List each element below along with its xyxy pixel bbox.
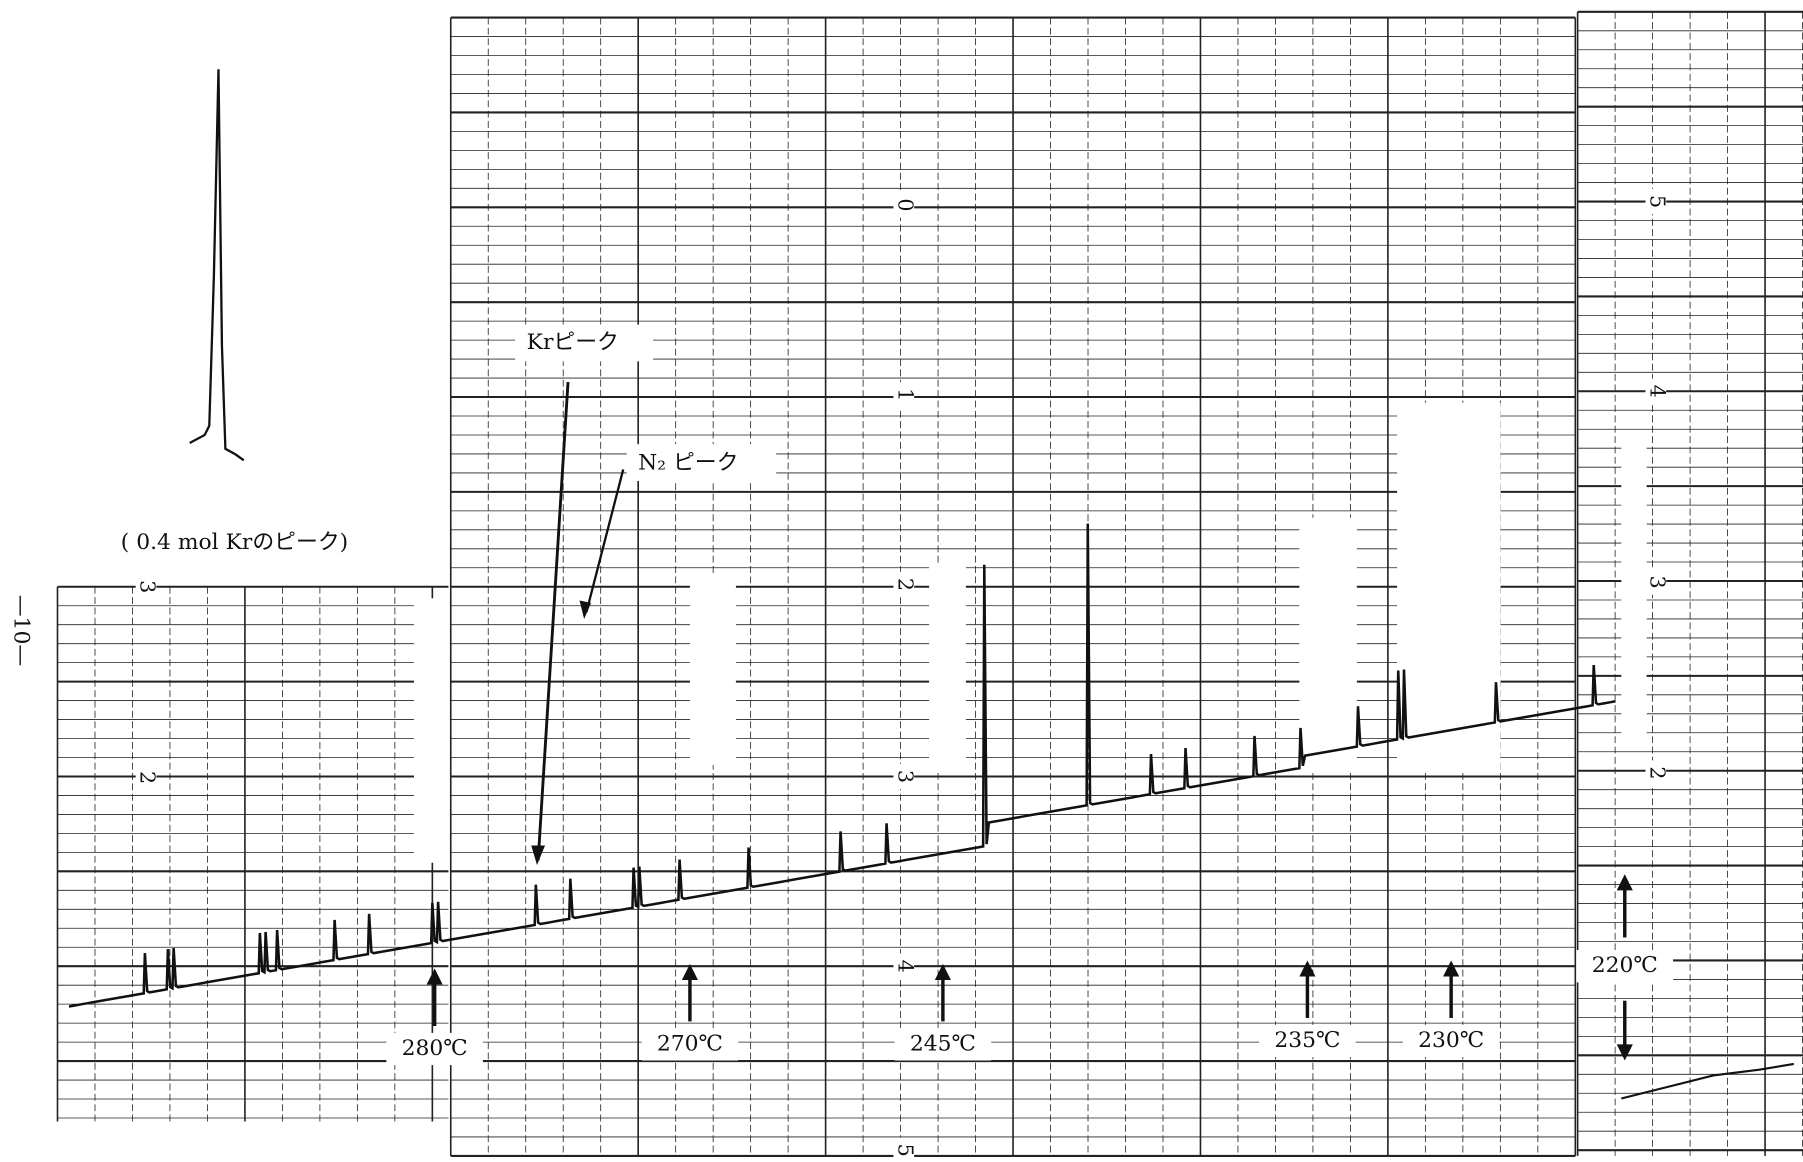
scale-number: 4	[1645, 385, 1669, 398]
arrowhead	[427, 969, 443, 985]
scale-number: 2	[136, 771, 160, 784]
scale-number: 5	[1645, 195, 1669, 208]
arrowhead	[580, 601, 591, 619]
temperature-label: 220℃	[1592, 953, 1658, 978]
reference-peak	[190, 69, 244, 460]
recorder-chart: Krピーク N₂ ピーク ( 0.4 mol Krのピーク) —10— 280℃…	[0, 0, 1803, 1162]
arrowhead	[1617, 1044, 1633, 1060]
chart-paper	[57, 12, 1803, 1156]
temperature-label: 230℃	[1418, 1028, 1484, 1053]
arrowhead	[1443, 960, 1459, 976]
scale-number: 2	[1645, 766, 1669, 779]
scale-number: 0	[893, 198, 917, 211]
scale-number: 3	[1645, 576, 1669, 589]
temperature-label: 280℃	[402, 1036, 468, 1061]
scale-number: 5	[893, 1144, 917, 1157]
paper-gap	[1621, 437, 1646, 736]
paper-gap	[690, 575, 736, 765]
scale-number: 1	[893, 388, 917, 401]
arrowhead	[531, 845, 545, 865]
paper-gap	[929, 564, 966, 771]
temperature-label: 235℃	[1274, 1028, 1340, 1053]
page: Krピーク N₂ ピーク ( 0.4 mol Krのピーク) —10— 280℃…	[0, 0, 1803, 1162]
paper-gap	[414, 598, 448, 862]
temperature-label: 245℃	[910, 1031, 976, 1056]
kr-peak-label: Krピーク	[527, 330, 619, 355]
page-number: —10—	[9, 595, 34, 666]
scale-number: 3	[136, 580, 160, 593]
caption: ( 0.4 mol Krのピーク)	[121, 530, 348, 555]
scale-number: 3	[893, 770, 917, 783]
arrowhead	[1617, 874, 1633, 890]
scale-number: 4	[893, 960, 917, 973]
n2-peak-label: N₂ ピーク	[638, 451, 738, 476]
trace-line	[69, 524, 1616, 1007]
paper-gap	[1397, 403, 1500, 771]
temperature-label: 270℃	[657, 1031, 723, 1056]
paper-gap	[1299, 518, 1356, 771]
scale-number: 2	[893, 578, 917, 591]
